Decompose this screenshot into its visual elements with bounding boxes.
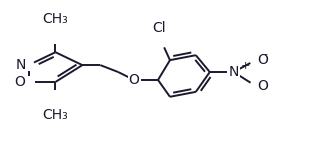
Text: N: N — [229, 65, 239, 79]
Text: N: N — [15, 58, 26, 72]
Text: +: + — [241, 61, 250, 71]
Text: O: O — [15, 75, 26, 89]
Text: O: O — [129, 73, 140, 87]
Text: -: - — [264, 49, 267, 59]
Text: Cl: Cl — [152, 21, 166, 35]
Text: O: O — [257, 53, 268, 67]
Text: O: O — [257, 79, 268, 93]
Text: CH₃: CH₃ — [43, 108, 68, 122]
Text: CH₃: CH₃ — [43, 12, 68, 26]
